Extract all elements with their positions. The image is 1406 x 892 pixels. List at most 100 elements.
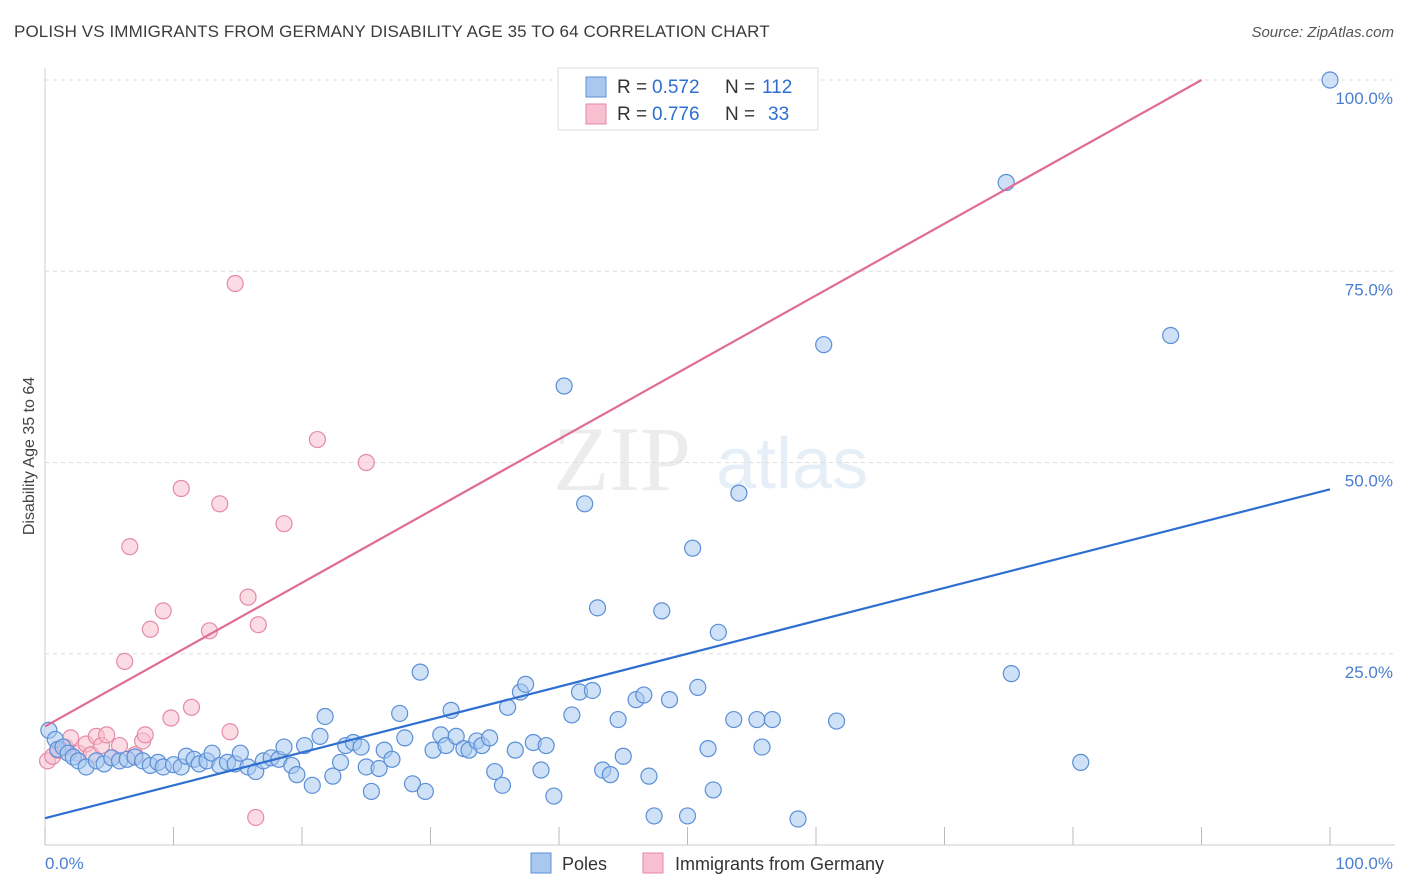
- bottom-legend-label-germany: Immigrants from Germany: [675, 854, 884, 874]
- poles-point-110: [1321, 71, 1339, 89]
- germany-point-24: [211, 495, 229, 513]
- germany-point-28: [249, 616, 267, 634]
- grid-lines: [45, 79, 1395, 655]
- poles-point-104: [815, 336, 833, 354]
- series-poles: [40, 71, 1339, 828]
- poles-point-38: [303, 776, 321, 794]
- poles-point-85: [614, 747, 632, 765]
- germany-point-29: [247, 808, 265, 827]
- germany-point-20: [162, 709, 180, 727]
- stats-legend: R = 0.572 N = 112 R = 0.776 N = 33: [557, 67, 819, 131]
- poles-point-108: [1072, 753, 1090, 771]
- poles-point-69: [506, 741, 524, 759]
- y-tick-label-2: 75.0%: [1345, 280, 1393, 299]
- legend-n-value-germany: 33: [768, 104, 789, 125]
- tick-labels: 25.0% 50.0% 75.0% 100.0% 0.0% 100.0%: [45, 89, 1393, 873]
- legend-n-label-poles: N =: [725, 77, 755, 98]
- germany-point-17: [136, 726, 154, 744]
- x-tick-label-1: 100.0%: [1335, 854, 1393, 873]
- germany-point-18: [141, 620, 159, 638]
- poles-point-107: [1002, 665, 1020, 683]
- poles-point-54: [411, 663, 429, 681]
- germany-point-32: [357, 453, 375, 472]
- legend-swatch-poles: [585, 76, 607, 98]
- poles-point-100: [748, 710, 766, 729]
- germany-point-19: [154, 602, 172, 620]
- poles-point-24: [203, 744, 221, 762]
- germany-point-13: [116, 652, 134, 671]
- poles-point-76: [555, 377, 573, 395]
- germany-point-31: [308, 430, 327, 449]
- germany-point-25: [221, 723, 239, 741]
- legend-r-label-germany: R =: [617, 104, 647, 125]
- poles-point-52: [396, 729, 414, 747]
- trend-lines: [44, 79, 1331, 820]
- poles-point-28: [231, 744, 249, 762]
- poles-point-74: [537, 736, 555, 755]
- poles-point-40: [316, 707, 334, 726]
- legend-swatch-germany: [585, 103, 607, 125]
- poles-point-73: [532, 761, 550, 779]
- source-label: Source: ZipAtlas.com: [1251, 24, 1394, 41]
- y-tick-label-3: 100.0%: [1335, 89, 1393, 108]
- germany-point-26: [226, 274, 244, 293]
- poles-point-95: [699, 740, 717, 758]
- poles-point-65: [481, 729, 499, 747]
- poles-point-91: [660, 691, 679, 709]
- poles-point-34: [275, 738, 293, 756]
- trend-line-germany: [44, 79, 1203, 728]
- poles-point-89: [645, 807, 663, 825]
- germany-point-30: [275, 515, 293, 533]
- poles-point-102: [763, 710, 781, 729]
- poles-point-92: [678, 807, 697, 825]
- germany-point-21: [172, 479, 190, 498]
- legend-n-label-germany: N =: [725, 104, 755, 125]
- poles-point-87: [635, 686, 653, 704]
- poles-point-53: [403, 775, 422, 793]
- poles-point-66: [486, 762, 504, 781]
- legend-r-label-poles: R =: [617, 77, 647, 98]
- poles-point-99: [730, 484, 748, 502]
- legend-n-value-poles: 112: [762, 77, 792, 98]
- poles-point-79: [576, 495, 594, 513]
- poles-point-45: [352, 738, 370, 756]
- poles-point-36: [288, 766, 306, 784]
- poles-point-94: [689, 678, 707, 697]
- poles-point-37: [295, 736, 314, 755]
- poles-point-77: [563, 706, 581, 724]
- poles-point-93: [684, 539, 702, 557]
- poles-point-50: [383, 750, 401, 768]
- poles-point-42: [331, 753, 350, 771]
- bottom-legend-swatch-poles: [530, 852, 552, 874]
- trend-line-poles: [44, 488, 1331, 820]
- poles-point-67: [493, 776, 512, 794]
- poles-point-41: [324, 767, 342, 785]
- germany-point-22: [182, 698, 201, 716]
- poles-point-81: [588, 599, 607, 617]
- poles-point-39: [311, 727, 329, 745]
- y-tick-label-0: 25.0%: [1345, 663, 1393, 682]
- poles-point-109: [1162, 326, 1180, 345]
- poles-point-47: [362, 782, 380, 801]
- legend-r-value-poles: 0.572: [652, 77, 700, 98]
- poles-point-105: [827, 712, 846, 730]
- poles-point-55: [416, 782, 434, 801]
- poles-point-60: [447, 727, 465, 745]
- poles-point-101: [753, 738, 771, 756]
- poles-point-83: [601, 766, 620, 784]
- poles-point-88: [640, 767, 658, 785]
- watermark-zip: ZIP: [553, 408, 691, 510]
- poles-point-90: [653, 602, 671, 620]
- poles-point-98: [725, 710, 743, 729]
- bottom-legend-swatch-germany: [642, 852, 664, 874]
- poles-point-51: [391, 704, 409, 723]
- bottom-legend-label-poles: Poles: [562, 854, 607, 874]
- watermark: ZIP atlas: [553, 408, 868, 510]
- legend-r-value-germany: 0.776: [652, 104, 700, 125]
- y-tick-label-1: 50.0%: [1345, 472, 1393, 491]
- axes: [44, 68, 1395, 846]
- germany-point-10: [98, 726, 116, 744]
- poles-point-103: [789, 810, 807, 828]
- germany-point-27: [239, 588, 257, 606]
- x-tick-label-0: 0.0%: [45, 854, 84, 873]
